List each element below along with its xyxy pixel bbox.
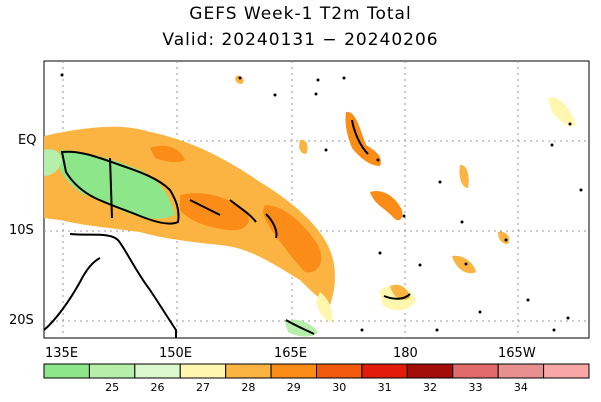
lon-label-165w: 165W bbox=[498, 346, 536, 361]
colorbar-swatch bbox=[361, 363, 408, 379]
map-title: GEFS Week-1 T2m Total bbox=[189, 4, 412, 24]
patch-c bbox=[459, 164, 469, 188]
coastlines bbox=[43, 119, 411, 338]
colorbar-swatch bbox=[225, 363, 272, 379]
colorbar-swatch bbox=[316, 363, 363, 379]
colorbar-label: 31 bbox=[377, 381, 392, 394]
colorbar-swatch bbox=[88, 363, 136, 379]
colorbar-label: 26 bbox=[150, 381, 165, 394]
patch-b bbox=[370, 190, 403, 221]
lat-label-10s: 10S bbox=[9, 223, 34, 238]
colorbar bbox=[43, 363, 590, 379]
colorbar-label: 34 bbox=[513, 381, 528, 394]
lon-label-135e: 135E bbox=[45, 346, 79, 361]
colorbar-label: 30 bbox=[332, 381, 347, 394]
colorbar-swatch bbox=[452, 363, 499, 379]
land-green-26 bbox=[44, 149, 62, 176]
colorbar-swatch bbox=[270, 363, 318, 379]
colorbar-swatch bbox=[406, 363, 454, 379]
colorbar-label: 33 bbox=[468, 381, 483, 394]
lon-label-150e: 150E bbox=[159, 346, 193, 361]
lat-label-eq: EQ bbox=[18, 133, 37, 148]
colorbar-label: 25 bbox=[105, 381, 120, 394]
colorbar-swatch bbox=[497, 363, 545, 379]
colorbar-swatch bbox=[134, 363, 181, 379]
island-dots bbox=[60, 73, 583, 332]
colorbar-label: 32 bbox=[423, 381, 438, 394]
map-subtitle: Valid: 20240131 − 20240206 bbox=[162, 30, 439, 50]
hot-spot-30b bbox=[263, 205, 322, 273]
colorbar-swatch bbox=[543, 363, 590, 379]
patch-a bbox=[345, 111, 381, 166]
colorbar-swatch bbox=[43, 363, 90, 379]
patch-k bbox=[235, 75, 244, 84]
lat-label-20s: 20S bbox=[9, 313, 34, 328]
warm-band-28-edge bbox=[316, 292, 333, 322]
colorbar-label: 29 bbox=[286, 381, 301, 394]
colorbar-label: 27 bbox=[195, 381, 210, 394]
lon-label-180: 180 bbox=[393, 346, 418, 361]
patch-j bbox=[299, 139, 308, 154]
patch-e bbox=[548, 97, 576, 127]
land-green-25 bbox=[60, 150, 175, 219]
colorbar-swatch bbox=[179, 363, 227, 379]
patch-d bbox=[452, 255, 476, 274]
lon-label-165e: 165E bbox=[274, 346, 308, 361]
patch-g bbox=[390, 284, 410, 300]
hot-spot-30c bbox=[150, 145, 185, 163]
colorbar-label: 28 bbox=[241, 381, 256, 394]
